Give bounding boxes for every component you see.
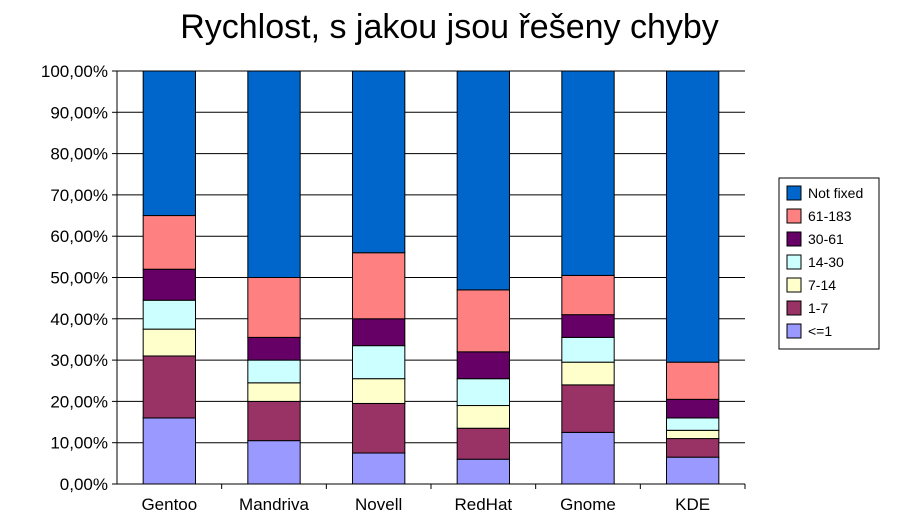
legend-swatch — [786, 254, 802, 270]
bar-segment — [666, 361, 720, 400]
bar-segment — [561, 384, 615, 433]
bar-segment — [561, 361, 615, 386]
bar-segment — [666, 429, 720, 440]
bar-segment — [142, 70, 197, 217]
bar-segment — [247, 70, 301, 278]
bar-segment — [456, 427, 510, 460]
bar-segment — [142, 299, 197, 330]
gridlines — [117, 70, 745, 485]
axes: 0,00% 10,00% 20,00% 30,00% 40,00% 50,00% 60,00… — [41, 62, 746, 514]
y-tick-label: 40,00% — [50, 310, 108, 329]
x-tick-label: Novell — [355, 495, 402, 514]
bar-segment — [666, 398, 720, 419]
x-tick-label: RedHat — [455, 495, 513, 514]
bar-segment — [247, 277, 301, 338]
bar-segment — [247, 382, 301, 402]
legend: Not fixed 61-183 30-61 14-30 7-14 1-7 <=1 — [778, 177, 880, 350]
x-tick-label: Gnome — [560, 495, 616, 514]
bar-segment — [352, 70, 406, 254]
y-tick-label: 0,00% — [60, 475, 108, 494]
x-tick-label: Gentoo — [141, 495, 197, 514]
y-tick-label: 100,00% — [41, 62, 108, 81]
bar-segment — [142, 417, 197, 485]
bar-segment — [456, 289, 510, 353]
y-tick-label: 90,00% — [50, 103, 108, 122]
legend-swatch — [786, 231, 802, 247]
bar-segment — [352, 318, 406, 347]
bar-segment — [142, 215, 197, 270]
y-tick-label: 70,00% — [50, 186, 108, 205]
bar-segment — [456, 405, 510, 429]
y-tick-label: 50,00% — [50, 269, 108, 288]
legend-label: <=1 — [808, 323, 832, 339]
bar-segment — [247, 440, 301, 485]
bar-segment — [352, 345, 406, 380]
bar-segment — [561, 70, 615, 276]
legend-label: Not fixed — [808, 185, 863, 201]
bar-segment — [352, 452, 406, 485]
bar-segment — [142, 355, 197, 419]
bar-segment — [561, 431, 615, 485]
x-tick-label: KDE — [675, 495, 710, 514]
bar-segment — [666, 70, 720, 363]
bar-segment — [142, 328, 197, 357]
legend-label: 7-14 — [808, 277, 836, 293]
bar-segment — [561, 274, 615, 316]
bar-segment — [352, 378, 406, 404]
legend-swatch — [786, 300, 802, 316]
y-tick-label: 20,00% — [50, 392, 108, 411]
bar-segment — [456, 458, 510, 485]
legend-label: 1-7 — [808, 300, 828, 316]
legend-swatch — [786, 277, 802, 293]
bar-segment — [561, 314, 615, 338]
legend-swatch — [786, 185, 802, 201]
bar-segment — [247, 359, 301, 384]
bar-segment — [456, 351, 510, 380]
legend-swatch — [786, 208, 802, 224]
bar-segment — [666, 438, 720, 458]
y-tick-label: 30,00% — [50, 351, 108, 370]
legend-swatch — [786, 323, 802, 339]
legend-label: 14-30 — [808, 254, 844, 270]
bar-segment — [666, 417, 720, 431]
x-tick-label: Mandriva — [239, 495, 309, 514]
bar-segment — [352, 252, 406, 320]
bar-segment — [456, 70, 510, 291]
bar-segment — [247, 336, 301, 361]
legend-label: 61-183 — [808, 208, 852, 224]
bars — [142, 70, 720, 485]
chart-title: Rychlost, s jakou jsou řešeny chyby — [180, 8, 719, 46]
bar-segment — [142, 268, 197, 301]
y-tick-label: 60,00% — [50, 227, 108, 246]
bar-segment — [561, 336, 615, 363]
y-tick-label: 80,00% — [50, 145, 108, 164]
bar-segment — [247, 400, 301, 442]
legend-label: 30-61 — [808, 231, 844, 247]
bar-segment — [456, 378, 510, 407]
bar-segment — [666, 456, 720, 485]
y-tick-label: 10,00% — [50, 434, 108, 453]
bar-segment — [352, 402, 406, 454]
